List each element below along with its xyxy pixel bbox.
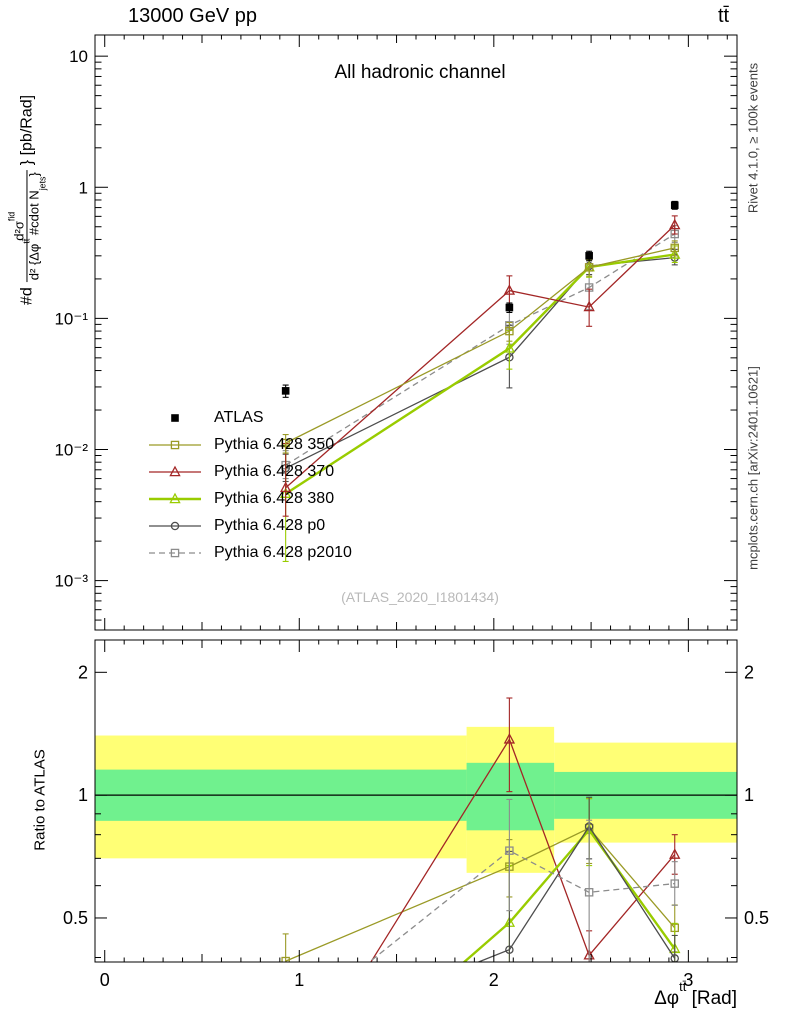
legend-label: Pythia 6.428 p0 [214,516,326,534]
ylabel-denominator: d² {Δφtt̄ #cdot Njets} [21,170,47,283]
ratio-x-tick-label: 3 [683,970,693,990]
ratio-y-tick-label-left: 1 [78,785,88,805]
main-y-tick-label: 10 [69,47,88,66]
legend-label: Pythia 6.428 p2010 [214,543,352,561]
ratio-y-tick-label-left: 0.5 [63,908,88,928]
series-pythia-6-428-p2010 [368,798,679,962]
main-y-tick-label: 10⁻³ [54,572,88,591]
legend-label: Pythia 6.428 350 [214,435,335,453]
legend: ATLAS Pythia 6.428 350 Pythia 6.428 370 Pyt… [146,404,352,566]
legend-entry-pythia-6-428-380: Pythia 6.428 380 [146,485,352,512]
legend-entry-pythia-6-428-p0: Pythia 6.428 p0 [146,512,352,539]
ylabel-suffix: } [pb/Rad] [18,94,35,166]
ratio-y-tick-label-right: 1 [744,785,754,805]
main-y-tick-label: 10⁻² [54,440,88,459]
legend-label: Pythia 6.428 370 [214,462,335,480]
x-axis-label: Δφtt̄ [Rad] [654,980,737,1010]
ratio-x-tick-label: 1 [294,970,304,990]
legend-entry-atlas: ATLAS [146,404,352,431]
uncertainty-bands [95,726,737,873]
legend-entry-pythia-6-428-p2010: Pythia 6.428 p2010 [146,539,352,566]
ylabel-den-sup: tt̄ [21,238,32,244]
ratio-y-tick-label-right: 0.5 [744,908,769,928]
ratio-y-tick-label-left: 2 [78,662,88,682]
ylabel-den-part2: #cdot N [26,190,42,239]
legend-label: Pythia 6.428 380 [214,489,335,507]
main-y-tick-label: 10⁻¹ [54,309,88,328]
mcplots-citation-note: mcplots.cern.ch [arXiv:2401.10621] [745,366,761,570]
series-atlas [281,200,679,398]
ylabel-prefix: #d [18,287,35,306]
ylabel-den-sub: jets [37,176,48,191]
legend-marker-pythia-6-428-370 [149,465,201,476]
process-label: tt̄ [718,5,730,27]
ratio-y-tick-label-right: 2 [744,662,754,682]
ylabel-numerator: d²σ [11,221,27,241]
ratio-x-tick-label: 2 [489,970,499,990]
legend-marker-pythia-6-428-p0 [149,521,201,530]
legend-marker-pythia-6-428-p2010 [149,548,201,557]
xlabel-suffix: [Rad] [686,988,737,1009]
rivet-version-note: Rivet 4.1.0, ≥ 100k events [745,62,761,214]
legend-label: ATLAS [214,408,264,426]
legend-marker-pythia-6-428-350 [149,440,201,449]
axis-ticks: 0 1 2 3 10 1 10⁻¹ 10⁻² 10⁻³ 2 2 1 1 0.5 0.5 [54,35,769,990]
ratio-y-axis-label: Ratio to ATLAS [31,749,49,851]
ylabel-den-part1: d² {Δφ [26,243,42,281]
main-y-tick-label: 1 [79,178,88,197]
legend-marker-pythia-6-428-380 [149,492,201,503]
xlabel-base: Δφ [654,988,680,1009]
legend-marker-atlas [171,413,179,422]
xlabel-sup: tt̄ [679,978,687,994]
legend-entry-pythia-6-428-370: Pythia 6.428 370 [146,458,352,485]
ylabel-fraction: d²σfid d² {Δφtt̄ #cdot Njets} [6,170,47,283]
ylabel-numerator-sup: fid [6,211,17,222]
legend-entry-pythia-6-428-350: Pythia 6.428 350 [146,431,352,458]
beam-energy-label: 13000 GeV pp [128,5,257,27]
ratio-x-tick-label: 0 [100,970,110,990]
analysis-watermark: (ATLAS_2020_I1801434) [341,589,499,605]
main-y-axis-label: #d d²σfid d² {Δφtt̄ #cdot Njets} } [pb/R… [6,94,47,306]
channel-title: All hadronic channel [334,62,506,83]
